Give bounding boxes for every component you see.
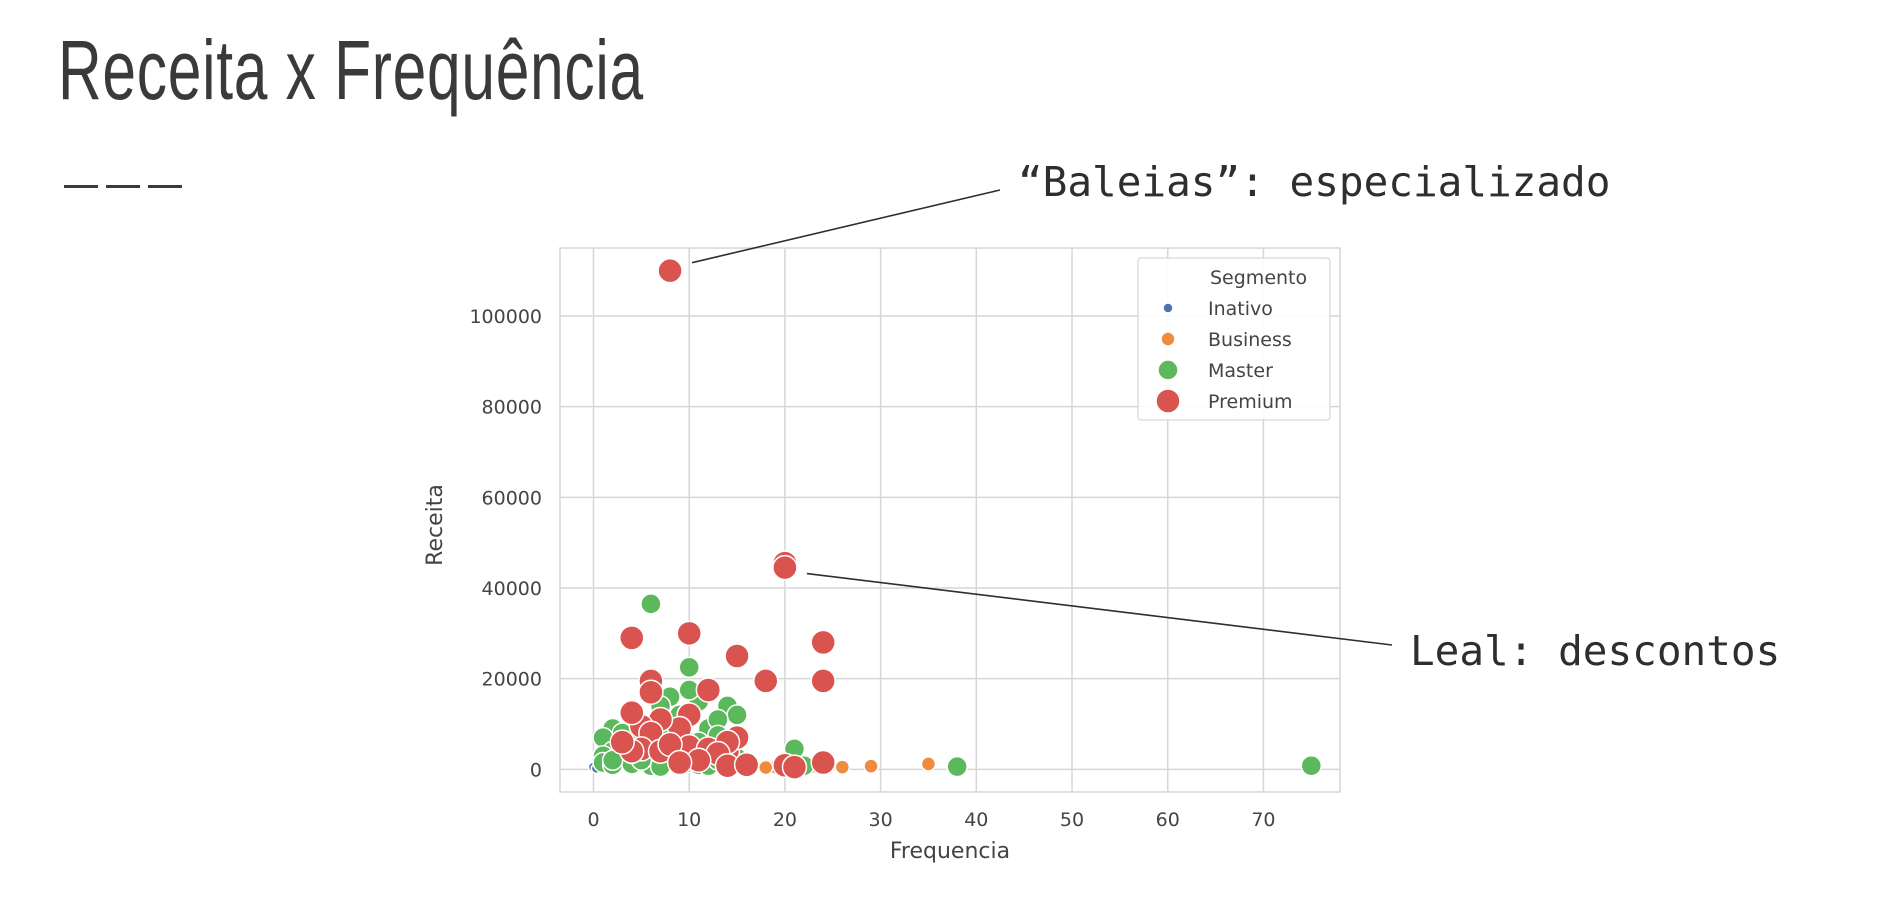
- annotation-baleias: “Baleias”: especializado: [1018, 158, 1611, 206]
- plot-frame: [559, 247, 1341, 793]
- separator-dash: [64, 185, 98, 188]
- legend-title: Segmento: [1210, 267, 1307, 289]
- point-premium: [810, 629, 836, 656]
- point-master: [1300, 754, 1323, 777]
- point-premium: [619, 699, 645, 726]
- y-tick-label: 100000: [469, 306, 542, 328]
- y-tick-label: 80000: [482, 397, 542, 419]
- legend-label-inativo: Inativo: [1208, 298, 1273, 320]
- point-premium: [619, 625, 645, 651]
- chart-axes: 0 10 20 30 40 50 60 70 0 20000 40000 60000 80000 1000…: [423, 306, 1276, 864]
- point-business: [863, 758, 879, 774]
- legend-marker-master: [1157, 359, 1179, 381]
- chart-legend: Segmento Inativo Business Master Premium: [1137, 257, 1331, 421]
- y-axis-title: Receita: [423, 484, 448, 566]
- x-tick-label: 50: [1060, 809, 1084, 831]
- point-premium: [753, 668, 779, 694]
- x-tick-label: 0: [587, 809, 599, 831]
- legend-label-master: Master: [1208, 360, 1273, 382]
- point-business: [920, 756, 937, 772]
- annotation-leal: Leal: descontos: [1410, 627, 1781, 675]
- y-tick-label: 0: [530, 759, 542, 781]
- point-business: [834, 759, 851, 775]
- y-tick-label: 20000: [482, 669, 542, 691]
- point-premium: [781, 754, 808, 780]
- separator-dash: [148, 185, 182, 188]
- point-master: [946, 755, 968, 778]
- point-premium: [724, 643, 750, 669]
- legend-label-premium: Premium: [1208, 391, 1293, 413]
- leader-line: [691, 189, 1001, 264]
- x-tick-label: 20: [773, 809, 797, 831]
- x-tick-label: 40: [964, 809, 988, 831]
- separator-dash: [106, 185, 140, 188]
- leader-line: [806, 572, 1393, 646]
- y-tick-label: 40000: [482, 578, 542, 600]
- point-master: [726, 704, 748, 726]
- y-tick-label: 60000: [482, 487, 542, 509]
- point-premium: [609, 729, 635, 755]
- chart-points: [587, 257, 1323, 780]
- point-premium: [733, 752, 760, 778]
- legend-marker-premium: [1155, 388, 1181, 414]
- point-master: [640, 593, 662, 615]
- x-tick-label: 70: [1251, 809, 1275, 831]
- point-premium: [638, 679, 664, 706]
- annotation-leaders: [691, 189, 1393, 646]
- point-business: [758, 759, 774, 776]
- legend-box: [1137, 257, 1331, 421]
- point-premium: [657, 257, 683, 284]
- point-master: [678, 656, 700, 679]
- x-tick-label: 10: [677, 809, 701, 831]
- x-tick-label: 60: [1156, 809, 1180, 831]
- legend-label-business: Business: [1208, 329, 1292, 351]
- point-premium: [772, 554, 798, 581]
- point-premium: [810, 668, 836, 694]
- legend-marker-inativo: [1162, 302, 1174, 314]
- x-tick-label: 30: [869, 809, 893, 831]
- point-premium: [695, 677, 722, 703]
- slide-title: Receita x Frequência: [58, 23, 644, 117]
- legend-marker-business: [1160, 331, 1176, 347]
- point-premium: [676, 620, 702, 647]
- x-axis-title: Frequencia: [890, 839, 1010, 864]
- title-separator: ———: [64, 176, 190, 195]
- point-premium: [666, 749, 693, 776]
- point-premium: [810, 749, 836, 776]
